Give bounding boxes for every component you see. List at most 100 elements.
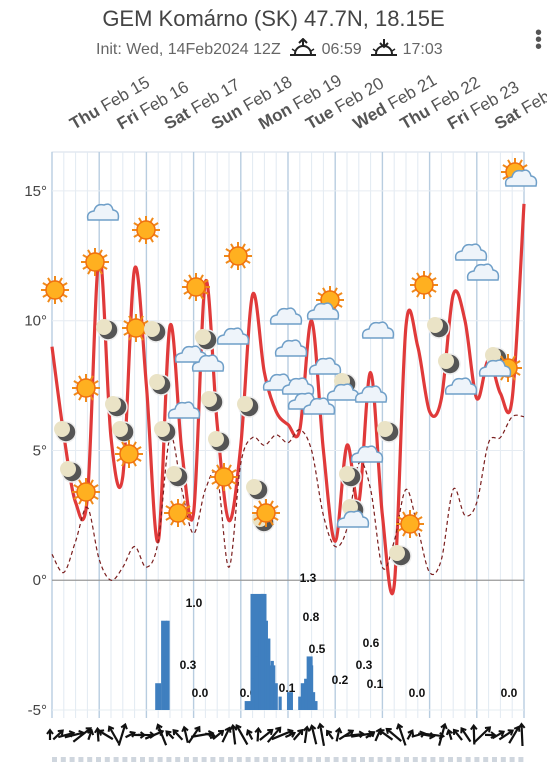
wind-head (407, 729, 415, 736)
moon-crescent (54, 421, 70, 437)
wind-shaft (187, 726, 201, 744)
sun-disc (168, 503, 188, 523)
sun-ray (123, 331, 129, 336)
sun-ray (123, 320, 129, 325)
sun-ray (427, 272, 432, 278)
moon-icon (149, 374, 172, 396)
sun-ray (225, 248, 231, 253)
wind-shaft (52, 729, 64, 741)
cloud-icon (444, 377, 478, 395)
sun-ray (241, 263, 246, 269)
wind-arrow (107, 725, 120, 744)
wind-head (517, 722, 526, 729)
wind-head (245, 729, 253, 736)
sun-ray (73, 391, 79, 396)
cloud-icon (216, 327, 250, 345)
sun-ray (500, 355, 505, 361)
menu-icon[interactable]: • • • (535, 22, 543, 58)
sun-ray (317, 292, 323, 297)
wind-arrow (378, 729, 394, 741)
sun-ray (73, 484, 79, 489)
wind-head (97, 729, 105, 736)
sun-ray (416, 292, 421, 298)
wind-tick (368, 757, 374, 762)
precip-bar (311, 692, 316, 710)
wind-arrow (325, 729, 334, 740)
moon-icon (154, 421, 177, 443)
sun-ray (153, 222, 159, 227)
sun-ray (42, 282, 48, 287)
cloud-icon (454, 243, 488, 261)
wind-arrow (221, 726, 232, 743)
wind-shaft (292, 729, 304, 741)
sun-ray (139, 315, 144, 321)
wind-tick (52, 757, 57, 762)
wind-tick (324, 757, 330, 762)
sun-ray (62, 282, 68, 287)
sun-ray (413, 531, 418, 537)
wind-shaft (256, 728, 260, 742)
wind-shaft (397, 724, 407, 746)
moon-icon (438, 353, 461, 375)
wind-tick (87, 757, 93, 762)
wind-arrow (316, 722, 326, 747)
moon-crescent (112, 421, 128, 437)
sun-icon (72, 374, 100, 402)
y-tick-label: 10° (24, 313, 47, 330)
moon-crescent (208, 431, 224, 447)
precip-bar (270, 660, 274, 710)
wind-tick (483, 757, 489, 762)
sun-ray (132, 441, 137, 447)
sun-ray (73, 495, 79, 500)
sun-ray (121, 461, 126, 467)
cloud-icon (350, 445, 384, 463)
sun-ray (431, 288, 437, 293)
wind-tick (360, 757, 365, 762)
precip-label: 1.0 (186, 596, 203, 610)
wind-head (289, 730, 297, 738)
wind-head (57, 729, 64, 736)
moon-crescent (438, 353, 454, 369)
sun-disc (214, 467, 234, 487)
wind-head (419, 730, 426, 738)
sun-ray (397, 516, 403, 521)
sun-icon (81, 248, 109, 276)
wind-arrow (97, 729, 114, 741)
wind-tick (219, 757, 225, 762)
sun-ray (216, 464, 221, 470)
precip-bars: 1.00.30.0 0.01.30.80.50.10.20.60.30.10.0 0… (155, 571, 518, 710)
wind-arrow (308, 724, 318, 745)
sun-ray (258, 500, 263, 506)
sun-disc (85, 252, 105, 272)
sun-ray (87, 269, 92, 275)
wind-tick (78, 757, 84, 762)
sun-ray (522, 164, 528, 169)
sun-ray (322, 287, 327, 293)
sun-ray (241, 243, 246, 249)
moon-crescent (149, 374, 165, 390)
moon-crescent (389, 545, 405, 561)
cloud-icon (174, 345, 208, 363)
wind-head (224, 726, 232, 733)
wind-head (470, 723, 478, 731)
moon-crescent (166, 466, 182, 482)
sun-ray (188, 274, 193, 280)
wind-tick (201, 757, 207, 762)
sun-ray (82, 254, 88, 259)
y-tick-label: 5° (33, 442, 47, 459)
sun-ray (133, 222, 139, 227)
precip-bar (260, 593, 265, 710)
moon-crescent (96, 319, 112, 335)
sun-disc (126, 318, 146, 338)
sun-ray (78, 479, 83, 485)
sun-ray (397, 527, 403, 532)
wind-shaft (172, 729, 184, 741)
sun-ray (199, 294, 204, 300)
sun-ray (411, 288, 417, 293)
moon-icon (60, 461, 83, 483)
sun-ray (170, 520, 175, 526)
sun-disc (119, 444, 139, 464)
sun-ray (273, 505, 279, 510)
wind-arrow (365, 730, 376, 739)
